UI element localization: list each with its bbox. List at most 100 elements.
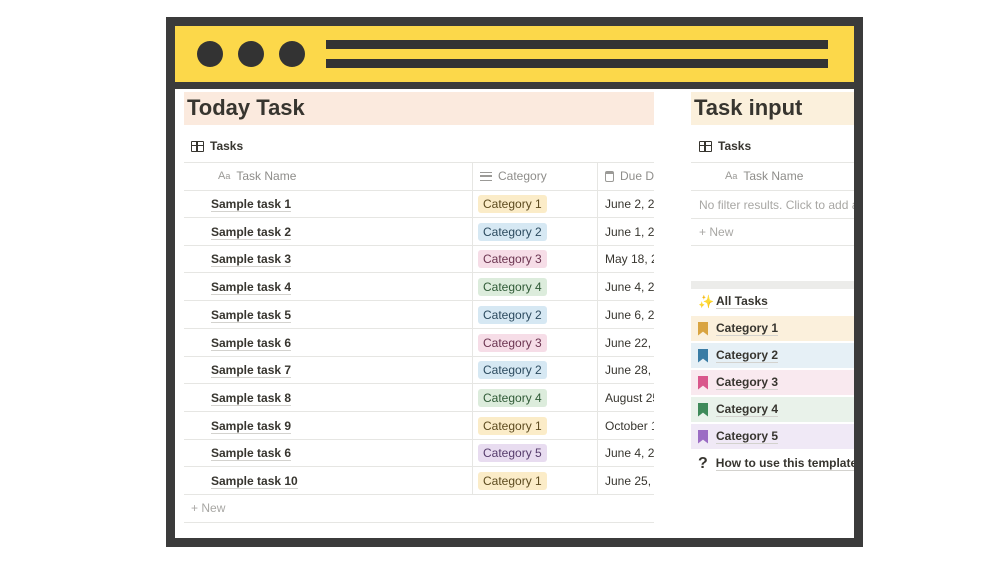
nav-item-category-4[interactable]: Category 4: [691, 397, 854, 422]
task-name-cell[interactable]: Sample task 4: [211, 280, 292, 296]
nav-item-label: Category 3: [716, 375, 779, 390]
table-row[interactable]: Sample task 10 Category 1 June 25, 2: [184, 467, 654, 495]
window-dot-icon: [238, 41, 264, 67]
divider: [691, 218, 854, 219]
table-row[interactable]: Sample task 6 Category 3 June 22, 2: [184, 329, 654, 357]
task-name-cell[interactable]: Sample task 9: [211, 418, 292, 434]
table-row[interactable]: Sample task 2 Category 2 June 1, 20: [184, 218, 654, 246]
page-title: Today Task: [187, 95, 305, 120]
due-date-cell[interactable]: June 6, 20: [605, 307, 654, 322]
due-date-cell[interactable]: October 1: [605, 418, 654, 433]
new-row-button[interactable]: + New: [699, 225, 733, 239]
nav-item-label: Category 4: [716, 402, 779, 417]
table-icon: [699, 140, 712, 152]
row-divider: [184, 466, 654, 468]
category-tag[interactable]: Category 5: [478, 444, 547, 463]
nav-item-label: Category 5: [716, 429, 779, 444]
category-tag[interactable]: Category 1: [478, 472, 547, 490]
task-input-header: [691, 92, 854, 125]
task-name-cell[interactable]: Sample task 3: [211, 252, 292, 268]
due-date-cell[interactable]: June 28, 2: [605, 363, 654, 378]
task-name-cell[interactable]: Sample task 6: [211, 335, 292, 351]
address-line-icon: [326, 59, 828, 68]
bookmark-icon: [698, 348, 708, 363]
task-input-title: Task input: [694, 95, 803, 120]
due-date-cell[interactable]: June 4, 20: [605, 280, 654, 295]
bookmark-icon: [698, 429, 708, 444]
category-tag[interactable]: Category 3: [478, 333, 547, 352]
due-date-cell[interactable]: June 4, 20: [605, 446, 654, 461]
task-name-cell[interactable]: Sample task 6: [211, 446, 292, 462]
new-row-button[interactable]: + New: [191, 501, 225, 515]
table-icon: [191, 140, 204, 152]
due-date-cell[interactable]: August 25: [605, 390, 654, 405]
table-row[interactable]: Sample task 1 Category 1 June 2, 20: [184, 190, 654, 218]
column-header-label: Due D: [619, 169, 654, 183]
nav-item-all-tasks[interactable]: ✨ All Tasks: [691, 289, 854, 314]
nav-item-category-1[interactable]: Category 1: [691, 316, 854, 341]
column-header-category[interactable]: Category: [480, 169, 547, 183]
row-divider: [184, 438, 654, 440]
table-row[interactable]: Sample task 3 Category 3 May 18, 2: [184, 245, 654, 274]
column-header-label: Task Name: [743, 169, 804, 183]
category-tag[interactable]: Category 2: [478, 222, 547, 241]
divider: [691, 190, 854, 191]
nav-item-category-2[interactable]: Category 2: [691, 343, 854, 368]
due-date-cell[interactable]: June 1, 20: [605, 224, 654, 239]
window-dot-icon: [279, 41, 305, 67]
calendar-icon: [605, 170, 614, 182]
table-row[interactable]: Sample task 9 Category 1 October 1: [184, 412, 654, 440]
nav-item-category-3[interactable]: Category 3: [691, 370, 854, 395]
task-name-cell[interactable]: Sample task 1: [211, 197, 292, 212]
text-property-icon: Aa: [725, 170, 738, 182]
task-name-cell[interactable]: Sample task 10: [211, 474, 298, 489]
column-header-due-date[interactable]: Due D: [605, 169, 654, 183]
category-tag[interactable]: Category 2: [478, 361, 547, 380]
category-tag[interactable]: Category 1: [478, 416, 547, 435]
task-name-cell[interactable]: Sample task 7: [211, 363, 292, 379]
section-divider: [691, 281, 854, 289]
nav-item-label: Category 1: [716, 321, 779, 336]
plus-icon: +: [699, 225, 707, 239]
due-date-cell[interactable]: June 25, 2: [605, 474, 654, 488]
divider: [184, 522, 654, 523]
table-row[interactable]: Sample task 4 Category 4 June 4, 20: [184, 273, 654, 302]
table-row[interactable]: Sample task 8 Category 4 August 25: [184, 384, 654, 412]
category-tag[interactable]: Category 3: [478, 250, 547, 269]
nav-item-how-to-use-this-template[interactable]: ? How to use this template: [691, 451, 854, 476]
divider: [691, 245, 854, 246]
task-input-database-title[interactable]: Tasks: [699, 139, 751, 153]
no-filter-results-text[interactable]: No filter results. Click to add a: [699, 198, 854, 212]
column-header-task-name[interactable]: Aa Task Name: [218, 169, 296, 183]
column-header-label: Task Name: [236, 169, 297, 183]
nav-item-category-5[interactable]: Category 5: [691, 424, 854, 449]
category-tag[interactable]: Category 1: [478, 195, 547, 213]
category-tag[interactable]: Category 2: [478, 305, 547, 324]
row-divider: [184, 217, 654, 218]
table-row[interactable]: Sample task 7 Category 2 June 28, 2: [184, 356, 654, 385]
row-divider: [184, 300, 654, 302]
due-date-cell[interactable]: May 18, 2: [605, 252, 654, 267]
bookmark-icon: [698, 402, 708, 417]
sparkle-icon: ✨: [698, 293, 715, 309]
due-date-cell[interactable]: June 22, 2: [605, 335, 654, 350]
question-icon: ?: [698, 454, 708, 472]
new-row-label: New: [709, 225, 734, 239]
category-tag[interactable]: Category 4: [478, 278, 547, 297]
row-divider: [184, 494, 654, 495]
column-header-task-name[interactable]: Aa Task Name: [725, 169, 803, 183]
tasks-database-title[interactable]: Tasks: [191, 139, 243, 153]
bookmark-icon: [698, 321, 708, 336]
table-row[interactable]: Sample task 5 Category 2 June 6, 20: [184, 301, 654, 329]
due-date-cell[interactable]: June 2, 20: [605, 197, 654, 211]
plus-icon: +: [191, 501, 199, 515]
row-divider: [184, 383, 654, 385]
column-header-label: Category: [498, 169, 547, 183]
task-name-cell[interactable]: Sample task 8: [211, 390, 292, 406]
table-row[interactable]: Sample task 6 Category 5 June 4, 20: [184, 439, 654, 468]
category-tag[interactable]: Category 4: [478, 388, 547, 407]
task-name-cell[interactable]: Sample task 5: [211, 307, 292, 323]
task-name-cell[interactable]: Sample task 2: [211, 224, 292, 240]
divider: [184, 190, 654, 191]
nav-item-label: How to use this template: [715, 456, 854, 471]
